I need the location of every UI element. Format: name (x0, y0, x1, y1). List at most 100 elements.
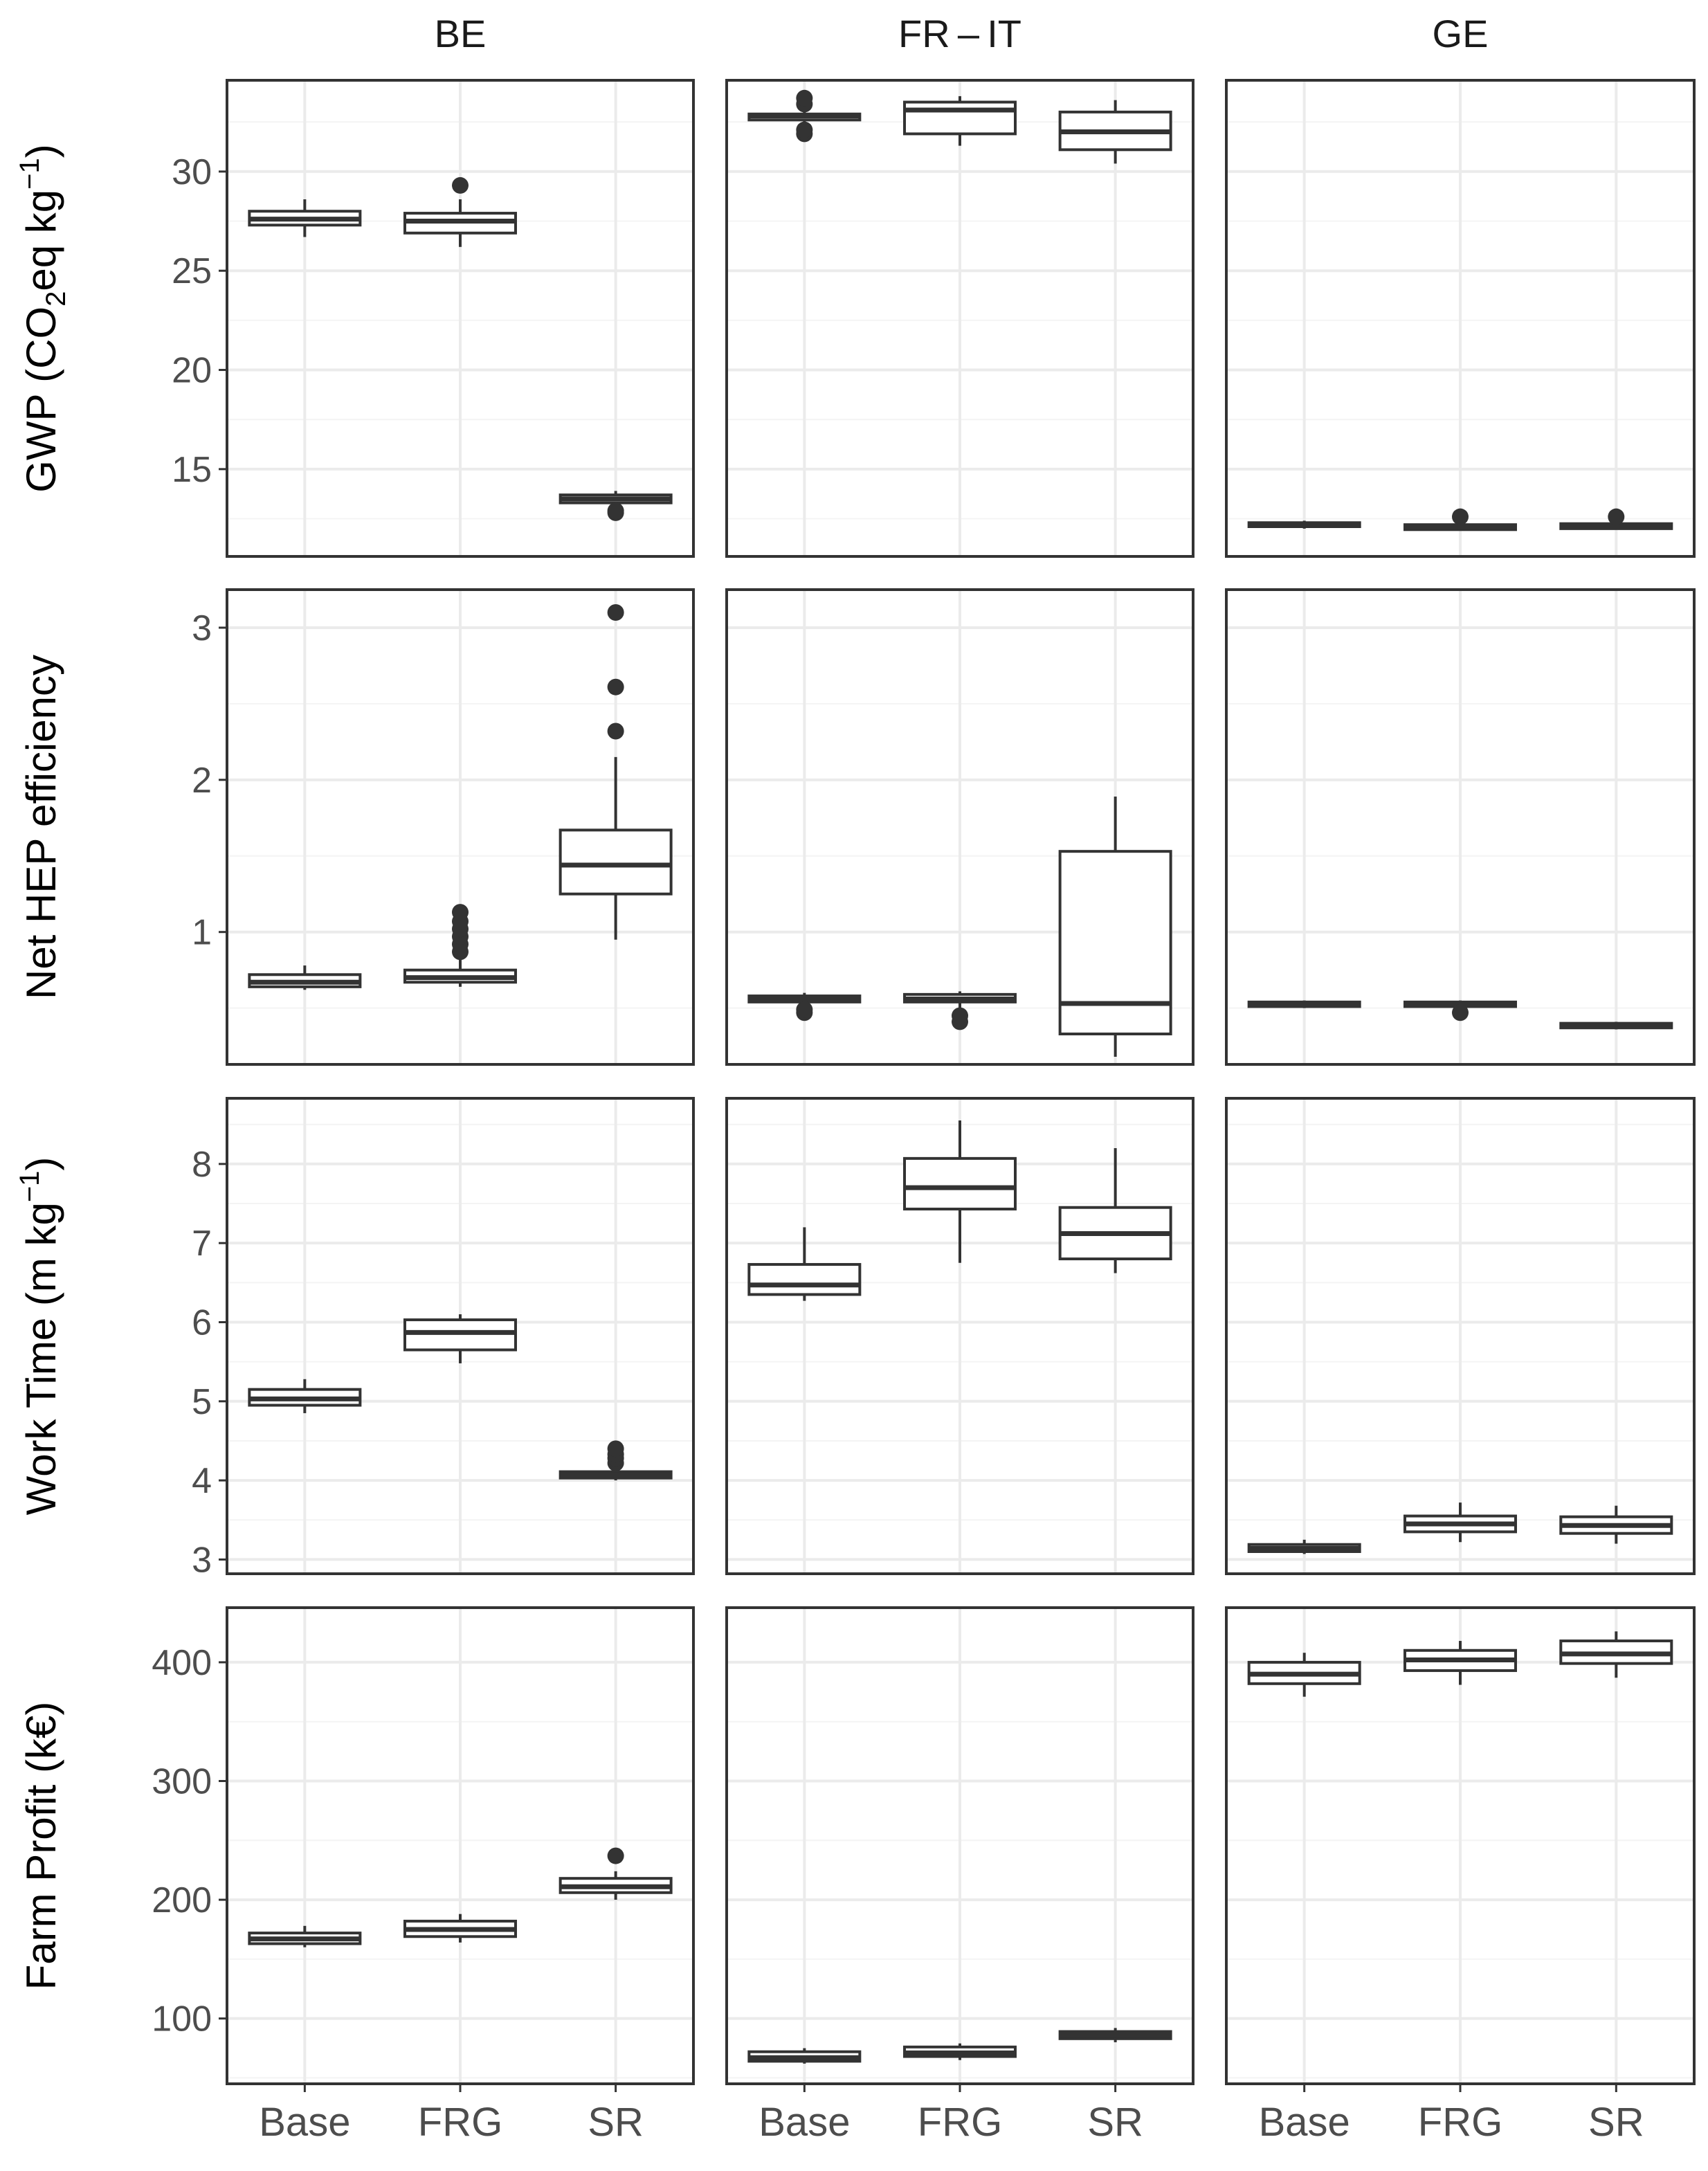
box-frg (1403, 1000, 1517, 1021)
box-sr (1058, 1148, 1172, 1273)
y-tick-label: 6 (192, 1302, 212, 1343)
panel-hep-ge (1225, 588, 1696, 1066)
box-frg (1403, 1502, 1517, 1543)
box-sr (1058, 797, 1172, 1057)
box-iqr (903, 1156, 1017, 1211)
panel-hep-be (226, 588, 695, 1066)
y-tick-label: 7 (192, 1224, 212, 1264)
box-frg (403, 176, 517, 247)
panel-gwp-be (226, 79, 695, 558)
box-base (747, 1227, 862, 1301)
box-frg (1403, 508, 1517, 532)
outlier-point (796, 1001, 813, 1018)
panel-border (1225, 1097, 1696, 1575)
box-sr (1559, 508, 1673, 530)
outlier-point (952, 1007, 968, 1024)
box-sr (558, 1440, 673, 1481)
y-tick-label: 3 (192, 1540, 212, 1580)
outlier-point (452, 176, 469, 194)
panel-border (1225, 79, 1696, 558)
box-frg (403, 1914, 517, 1943)
outlier-point (607, 678, 624, 696)
panel-hep-fr-it (725, 588, 1194, 1066)
panel-profit-be (226, 1606, 695, 2085)
panel-gwp-ge (1225, 79, 1696, 558)
box-base (1247, 1539, 1361, 1554)
box-frg (903, 991, 1017, 1030)
box-frg (1403, 1641, 1517, 1685)
y-axis-title-work: Work Time (m kg−1) (15, 1157, 64, 1516)
panel-profit-ge (1225, 1606, 1696, 2085)
y-tick-label: 4 (192, 1461, 212, 1501)
box-frg (403, 904, 517, 987)
box-iqr (1058, 850, 1172, 1036)
x-tick-label-sr: SR (588, 2100, 644, 2145)
box-sr (558, 603, 673, 940)
facet-label-ge: GE (1433, 12, 1489, 55)
box-frg (903, 2043, 1017, 2060)
panel-gwp-fr-it (725, 79, 1194, 558)
box-iqr (747, 1263, 862, 1296)
outlier-point (1608, 508, 1625, 525)
outlier-point (607, 1440, 624, 1457)
box-base (1247, 1000, 1361, 1008)
y-tick-label: 25 (172, 251, 212, 291)
box-iqr (558, 828, 673, 896)
outlier-point (1452, 508, 1469, 525)
box-sr (1559, 1631, 1673, 1678)
panel-work-be (226, 1097, 695, 1575)
outlier-point (1452, 1004, 1469, 1021)
box-base (248, 1379, 362, 1413)
panel-work-fr-it (725, 1097, 1194, 1575)
box-base (747, 2048, 862, 2064)
outlier-point (607, 723, 624, 740)
y-axis-title-gwp: GWP (CO2eq kg−1) (15, 144, 71, 493)
panel-border (226, 588, 695, 1066)
x-tick-label-frg: FRG (418, 2100, 502, 2145)
box-frg (403, 1314, 517, 1363)
box-frg (903, 1120, 1017, 1263)
y-tick-label: 15 (172, 450, 212, 490)
box-sr (558, 491, 673, 521)
y-tick-label: 8 (192, 1145, 212, 1185)
facet-label-fr-it: FR – IT (898, 12, 1021, 55)
y-axis-titles: GWP (CO2eq kg−1) Net HEP efficiency Work T… (15, 144, 71, 1990)
y-tick-label: 2 (192, 761, 212, 801)
box-sr (1058, 2028, 1172, 2042)
x-tick-label-base: Base (758, 2100, 850, 2145)
box-base (1247, 1653, 1361, 1697)
facet-label-be: BE (435, 12, 487, 55)
y-axis-title-hep: Net HEP efficiency (18, 655, 64, 999)
y-tick-label: 5 (192, 1382, 212, 1422)
y-tick-label: 30 (172, 152, 212, 192)
x-tick-label-base: Base (1259, 2100, 1350, 2145)
box-base (1247, 520, 1361, 529)
panel-border (1225, 588, 1696, 1066)
panel-border (226, 1097, 695, 1575)
panel-profit-fr-it (725, 1606, 1194, 2085)
box-base (248, 965, 362, 990)
box-sr (558, 1847, 673, 1900)
outlier-point (607, 603, 624, 621)
panel-border (725, 588, 1194, 1066)
x-tick-label-frg: FRG (1418, 2100, 1502, 2145)
panel-border (226, 79, 695, 558)
outlier-point (452, 904, 469, 921)
x-tick-label-sr: SR (1588, 2100, 1644, 2145)
box-sr (1559, 1505, 1673, 1544)
box-frg (903, 96, 1017, 146)
y-tick-label: 100 (152, 1999, 212, 2040)
box-sr (1058, 100, 1172, 164)
panel-border (725, 1097, 1194, 1575)
panel-border (725, 79, 1194, 558)
panel-work-ge (1225, 1097, 1696, 1575)
box-base (747, 89, 862, 143)
x-tick-label-frg: FRG (918, 2100, 1002, 2145)
box-base (747, 992, 862, 1021)
x-axis-labels: Base FRG SR Base FRG SR Base FRG SR (259, 2084, 1644, 2145)
outlier-point (607, 1847, 624, 1864)
box-sr (1559, 1021, 1673, 1030)
panels: 15 20 25 30 1 2 3 3 4 5 6 7 8 100 200 300 400 (152, 79, 1696, 2085)
y-axis-title-profit: Farm Profit (k€) (18, 1702, 64, 1990)
